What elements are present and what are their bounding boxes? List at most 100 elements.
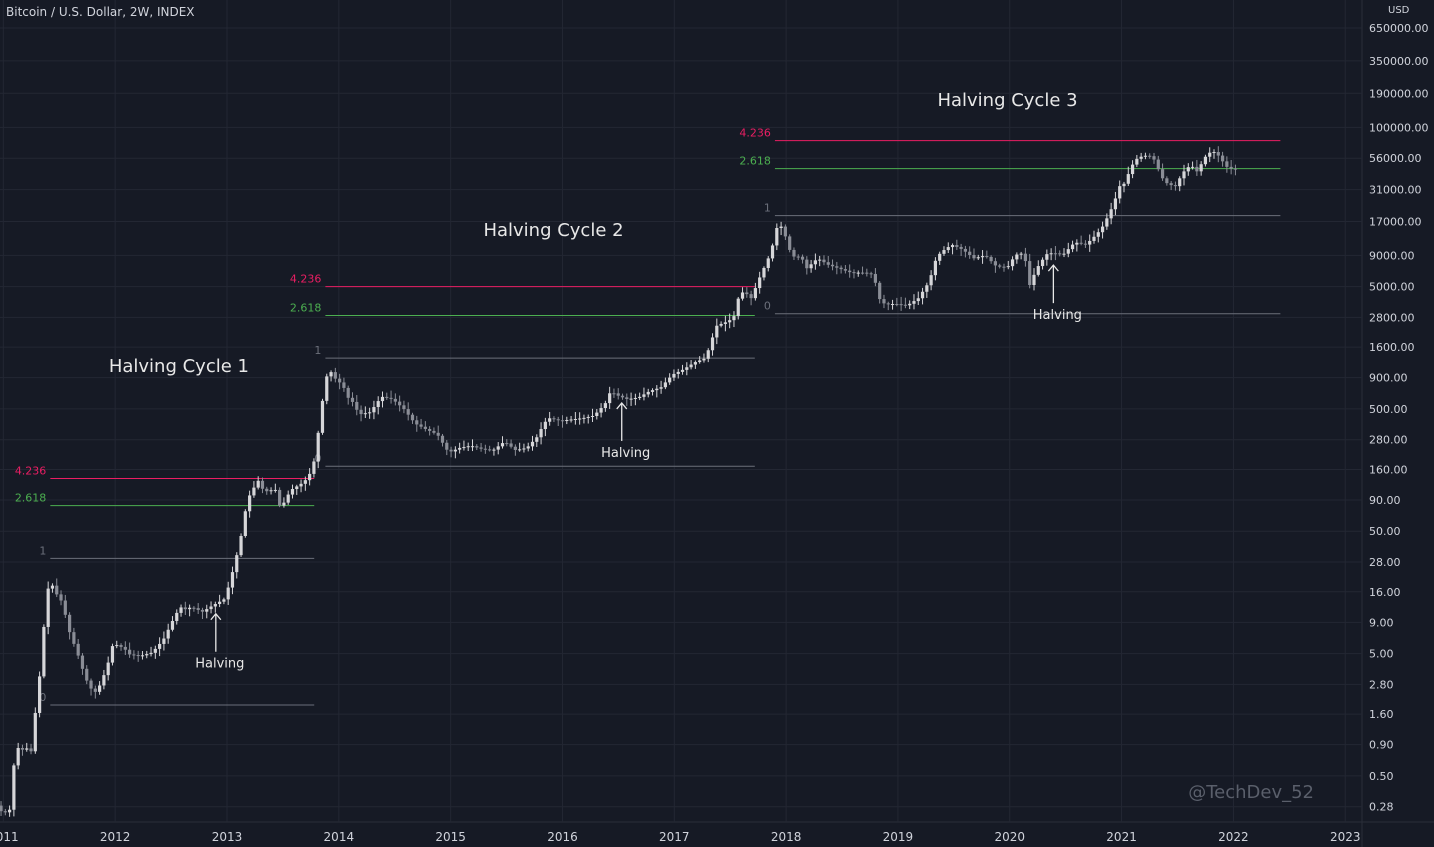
candle — [736, 296, 740, 320]
annotations: Halving Cycle 1 Halving Cycle 2 Halving Cy… — [109, 90, 1082, 672]
candle-body — [1233, 168, 1238, 170]
candle — [483, 444, 487, 454]
candle-body — [530, 441, 535, 447]
candle-body — [303, 480, 307, 484]
candle — [453, 446, 457, 459]
candle — [372, 400, 376, 420]
candle — [1229, 159, 1233, 175]
candle-body — [110, 646, 115, 663]
candle — [102, 669, 106, 690]
candle — [985, 250, 989, 259]
candle — [698, 356, 702, 364]
candle — [633, 393, 637, 406]
candle-body — [1040, 259, 1045, 267]
candle — [119, 643, 123, 651]
candle — [1160, 163, 1165, 181]
candle — [1143, 152, 1148, 160]
candle-body — [578, 418, 582, 420]
candle — [29, 743, 33, 755]
candle — [209, 601, 213, 614]
price-tick-label: 56000.00 — [1369, 152, 1422, 165]
price-tick-label: 1600.00 — [1369, 341, 1415, 354]
candle-body — [616, 393, 620, 396]
fib-label: 0 — [39, 691, 46, 704]
candle — [603, 400, 607, 412]
price-axis[interactable]: 650000.00 350000.00 190000.00 100000.00 5600… — [1369, 22, 1429, 814]
candle-body — [16, 747, 20, 766]
candle-body — [308, 473, 312, 481]
price-tick-label: 16.00 — [1369, 586, 1401, 599]
candle-body — [856, 272, 860, 274]
candle — [1165, 176, 1169, 186]
candle-body — [423, 426, 427, 429]
candle — [123, 641, 127, 656]
time-tick-label: 2020 — [994, 830, 1025, 844]
candle — [728, 313, 732, 329]
candle-body — [843, 269, 847, 271]
candle — [582, 414, 586, 424]
candle — [89, 678, 93, 696]
candle-body — [102, 675, 106, 686]
candle — [959, 243, 963, 257]
candle — [835, 261, 839, 275]
candle — [1126, 166, 1130, 187]
time-tick-label: 2012 — [100, 830, 131, 844]
candle-body — [938, 253, 942, 261]
candle — [380, 391, 385, 408]
candle — [1070, 240, 1075, 253]
candle — [342, 377, 346, 392]
candle — [20, 744, 25, 756]
candle-body — [85, 668, 89, 681]
candle-body — [1186, 167, 1190, 172]
candle — [1156, 155, 1160, 172]
halving-marker: Halving — [1033, 264, 1082, 323]
candle-body — [985, 256, 989, 258]
candle-body — [1156, 159, 1160, 170]
candle-body — [312, 461, 316, 474]
candle — [955, 239, 959, 250]
candle-body — [29, 748, 33, 752]
candle — [865, 268, 869, 277]
candle-body — [128, 649, 132, 655]
candle-body — [830, 264, 835, 267]
candle-body — [732, 316, 736, 321]
candle-body — [153, 648, 157, 653]
candle-body — [685, 367, 689, 370]
candle — [976, 254, 980, 260]
candle-body — [402, 405, 406, 410]
candle — [462, 440, 466, 451]
candle-body — [989, 256, 993, 262]
candle — [239, 533, 243, 557]
candle — [758, 271, 762, 294]
candle-body — [1130, 164, 1135, 175]
candle-body — [869, 273, 873, 275]
candle — [166, 623, 170, 644]
candle-body — [1006, 266, 1010, 268]
price-tick-label: 0.28 — [1369, 801, 1394, 814]
candle-body — [282, 502, 286, 506]
candle-body — [740, 292, 745, 299]
candle — [303, 476, 307, 491]
candle-body — [338, 378, 342, 383]
candle-body — [1152, 156, 1156, 160]
time-axis[interactable]: 2011 2012 2013 2014 2015 2016 2017 2018 2019 2020… — [0, 830, 1361, 844]
time-tick-label: 2019 — [883, 830, 914, 844]
candle-body — [359, 409, 363, 415]
time-tick-label: 2014 — [324, 830, 355, 844]
candle — [899, 296, 903, 311]
candle-body — [925, 285, 929, 292]
candle-body — [20, 747, 25, 750]
candle — [415, 415, 419, 432]
candle-body — [398, 401, 402, 406]
candle — [822, 255, 826, 266]
candle-body — [329, 372, 333, 377]
candle — [830, 259, 835, 271]
candle — [595, 408, 599, 420]
candle — [732, 311, 736, 328]
time-tick-label: 2015 — [435, 830, 466, 844]
candle — [796, 254, 800, 261]
candle-body — [762, 267, 766, 278]
candle — [672, 369, 676, 381]
candle-body — [509, 443, 513, 447]
